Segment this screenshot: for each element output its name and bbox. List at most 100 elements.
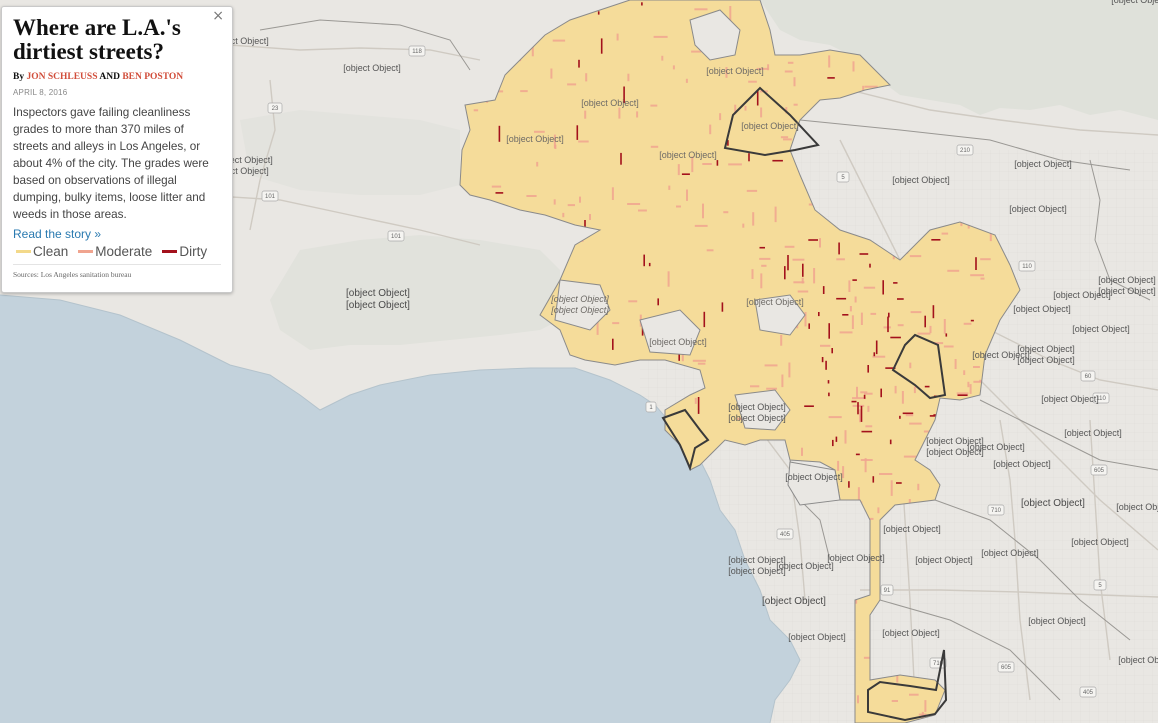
author-link-2[interactable]: BEN POSTON xyxy=(122,72,184,82)
svg-text:[object Object]: [object Object] xyxy=(506,134,564,144)
moderate-street-segment xyxy=(865,425,873,428)
moderate-street-segment xyxy=(967,223,970,229)
dirty-street-segment xyxy=(832,439,834,447)
dirty-street-segment xyxy=(759,246,765,249)
moderate-street-segment xyxy=(793,77,796,87)
place-labels: [object Object] [object Object] [object … xyxy=(211,0,1158,665)
moderate-street-segment xyxy=(828,416,842,419)
moderate-street-segment xyxy=(801,277,804,284)
svg-text:101: 101 xyxy=(265,194,276,200)
moderate-street-segment xyxy=(650,145,659,148)
moderate-street-segment xyxy=(627,73,630,82)
svg-text:[object Object]: [object Object] xyxy=(827,553,885,563)
moderate-street-segment xyxy=(836,258,845,261)
svg-text:[object Object]: [object Object] xyxy=(728,555,786,565)
svg-text:[object Object]: [object Object] xyxy=(746,297,804,307)
author-link-1[interactable]: JON SCHLEUSS xyxy=(26,72,98,82)
moderate-street-segment xyxy=(859,409,862,423)
dirty-street-segment xyxy=(882,280,884,295)
moderate-street-segment xyxy=(744,105,747,111)
svg-text:[object Object]: [object Object] xyxy=(1116,502,1158,512)
moderate-street-segment xyxy=(901,391,904,404)
dirty-street-segment xyxy=(889,439,892,445)
moderate-street-segment xyxy=(849,306,852,312)
dirty-street-segment xyxy=(748,153,750,162)
dirty-street-segment xyxy=(498,125,501,142)
dirty-street-segment xyxy=(821,357,824,363)
moderate-street-segment xyxy=(746,189,758,192)
moderate-street-segment xyxy=(709,124,712,135)
moderate-street-segment xyxy=(947,269,960,272)
moderate-street-segment xyxy=(989,232,992,242)
moderate-street-segment xyxy=(774,206,777,223)
moderate-street-segment xyxy=(702,203,704,219)
legend-label-dirty: Dirty xyxy=(179,244,208,259)
svg-text:[object Object]: [object Object] xyxy=(1098,275,1156,285)
moderate-street-segment xyxy=(578,140,589,143)
moderate-street-segment xyxy=(751,269,754,279)
svg-text:[object Object]: [object Object] xyxy=(550,305,609,315)
dirty-street-segment xyxy=(818,312,820,317)
san-gabriel-mountains xyxy=(760,0,1158,120)
dirty-street-segment xyxy=(836,297,847,300)
svg-text:[object Object]: [object Object] xyxy=(659,150,717,160)
moderate-street-segment xyxy=(837,460,840,471)
svg-text:[object Object]: [object Object] xyxy=(728,566,786,576)
moderate-street-segment xyxy=(748,80,757,83)
dirty-street-segment xyxy=(600,38,603,54)
moderate-street-segment xyxy=(719,113,722,121)
moderate-street-segment xyxy=(808,203,815,206)
moderate-street-segment xyxy=(864,392,873,395)
svg-text:[object Object]: [object Object] xyxy=(728,402,786,412)
legend-item-moderate: Moderate xyxy=(75,244,152,259)
moderate-street-segment xyxy=(667,271,670,287)
dirty-street-segment xyxy=(852,279,857,281)
moderate-street-segment xyxy=(973,380,982,383)
pacific-ocean xyxy=(0,295,800,723)
svg-text:405: 405 xyxy=(780,532,791,538)
svg-text:[object Object]: [object Object] xyxy=(1072,324,1130,334)
moderate-street-segment xyxy=(734,104,737,115)
dirty-street-segment xyxy=(648,262,651,267)
svg-text:710: 710 xyxy=(933,661,944,667)
city-boundaries xyxy=(259,19,1158,701)
svg-text:23: 23 xyxy=(272,106,279,112)
moderate-street-segment xyxy=(851,315,854,329)
moderate-street-segment xyxy=(681,353,684,362)
svg-text:[object Object]: [object Object] xyxy=(785,472,843,482)
dirty-street-segment xyxy=(576,125,579,140)
svg-text:[object Object]: [object Object] xyxy=(1009,204,1067,214)
moderate-street-segment xyxy=(967,381,970,388)
sources-note: Sources: Los Angeles sanitation bureau xyxy=(13,270,132,279)
svg-text:[object Object]: [object Object] xyxy=(1017,344,1075,354)
moderate-street-segment xyxy=(531,42,534,57)
moderate-street-segment xyxy=(879,473,893,475)
moderate-street-segment xyxy=(653,35,668,38)
moderate-street-segment xyxy=(706,249,714,252)
moderate-street-segment xyxy=(567,204,575,207)
moderate-street-segment xyxy=(562,212,565,218)
svg-text:[object Object]: [object Object] xyxy=(776,561,834,571)
moderate-street-segment xyxy=(819,238,821,248)
svg-text:1: 1 xyxy=(649,405,653,411)
read-story-link[interactable]: Read the story » xyxy=(13,227,102,241)
svg-text:[object Object]: [object Object] xyxy=(1118,655,1158,665)
dirty-street-segment xyxy=(657,298,659,306)
dirty-street-segment xyxy=(835,436,838,442)
dirty-street-segment xyxy=(838,242,840,255)
moderate-street-segment xyxy=(867,405,870,412)
moderate-street-segment xyxy=(924,700,927,712)
dirty-street-segment xyxy=(957,394,968,396)
moderate-street-segment xyxy=(857,487,860,502)
dirty-street-segment xyxy=(855,453,860,456)
moderate-street-segment xyxy=(694,224,708,227)
moderate-street-segment xyxy=(752,212,755,226)
moderate-street-segment xyxy=(694,397,697,404)
close-icon[interactable]: × xyxy=(212,8,224,24)
moderate-street-segment xyxy=(970,274,984,277)
moderate-street-segment xyxy=(761,264,767,267)
moderate-street-segment xyxy=(729,6,732,21)
simi-hills xyxy=(240,110,460,195)
svg-text:[object Object]: [object Object] xyxy=(981,548,1039,558)
